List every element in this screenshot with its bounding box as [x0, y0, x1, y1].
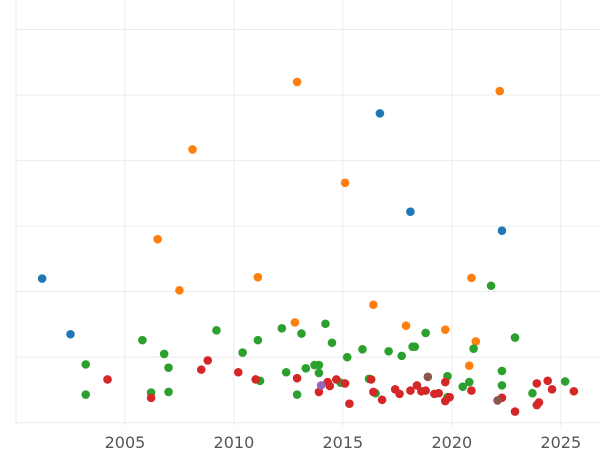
- x-tick-label-3: 2020: [431, 433, 472, 450]
- data-point-3-19: [412, 381, 422, 390]
- data-point-2-1: [81, 390, 91, 399]
- data-point-1-3: [253, 272, 263, 282]
- x-tick-label-4: 2025: [540, 433, 581, 450]
- y-gridlines: [16, 28, 600, 424]
- data-point-2-40: [528, 388, 537, 398]
- data-point-3-23: [434, 388, 444, 398]
- data-point-3-11: [340, 379, 350, 388]
- data-point-2-5: [164, 363, 173, 372]
- data-point-2-19: [321, 319, 330, 329]
- data-point-3-12: [345, 399, 354, 409]
- data-point-3-2: [196, 365, 206, 374]
- data-point-2-13: [292, 390, 302, 399]
- data-point-2-20: [327, 338, 337, 348]
- data-point-3-26: [445, 392, 454, 402]
- data-point-2-9: [253, 335, 263, 345]
- data-point-2-37: [497, 366, 507, 376]
- data-point-2-38: [497, 381, 507, 390]
- data-point-3-18: [406, 386, 415, 395]
- data-point-3-30: [532, 379, 542, 388]
- data-point-1-11: [467, 273, 476, 283]
- data-point-1-12: [471, 337, 481, 346]
- data-point-2-0: [81, 360, 91, 369]
- data-point-5-1: [493, 396, 502, 405]
- data-point-2-18: [314, 368, 324, 378]
- data-point-2-17: [314, 360, 324, 370]
- data-point-2-41: [560, 377, 570, 386]
- data-point-2-33: [458, 382, 468, 391]
- data-point-2-11: [277, 324, 287, 333]
- data-point-2-36: [486, 281, 496, 291]
- data-point-2-34: [464, 377, 474, 387]
- data-point-1-4: [290, 318, 300, 327]
- data-point-3-7: [314, 387, 324, 397]
- data-point-2-14: [297, 329, 306, 338]
- data-point-3-1: [146, 393, 156, 403]
- data-point-3-21: [421, 386, 430, 395]
- data-point-1-9: [440, 325, 450, 334]
- data-point-0-3: [406, 207, 415, 216]
- data-point-2-2: [138, 335, 147, 345]
- x-tick-label-1: 2010: [214, 433, 255, 450]
- data-point-3-33: [543, 376, 553, 386]
- data-points: [37, 77, 579, 416]
- data-point-1-0: [153, 234, 162, 244]
- data-point-2-4: [159, 349, 169, 359]
- data-point-1-1: [175, 286, 184, 295]
- data-point-3-34: [547, 384, 557, 394]
- data-point-2-15: [301, 364, 311, 373]
- data-point-3-4: [233, 367, 243, 377]
- data-point-1-5: [292, 77, 302, 87]
- data-point-3-13: [366, 375, 376, 384]
- data-point-3-9: [325, 381, 335, 391]
- data-point-1-6: [340, 178, 350, 188]
- data-point-3-3: [203, 356, 213, 365]
- data-point-1-10: [464, 361, 474, 371]
- data-point-3-10: [332, 375, 341, 384]
- data-point-2-8: [238, 348, 247, 357]
- data-point-0-2: [375, 109, 385, 118]
- data-point-3-5: [251, 375, 261, 384]
- data-point-2-29: [410, 342, 420, 351]
- data-point-5-0: [423, 372, 433, 382]
- data-point-3-29: [510, 407, 520, 416]
- data-point-3-6: [292, 373, 302, 383]
- data-point-3-0: [103, 375, 112, 384]
- data-point-1-7: [369, 300, 378, 310]
- data-point-1-2: [188, 145, 197, 154]
- x-gridlines: [15, 0, 562, 426]
- data-point-3-27: [467, 386, 476, 395]
- data-point-3-24: [440, 377, 450, 387]
- data-point-3-14: [369, 387, 378, 397]
- data-point-3-15: [377, 395, 387, 405]
- data-point-0-0: [37, 274, 47, 283]
- data-point-2-22: [342, 352, 352, 362]
- data-point-2-26: [384, 346, 393, 356]
- data-point-2-23: [358, 345, 367, 354]
- data-point-3-35: [569, 386, 579, 396]
- data-point-2-39: [510, 333, 520, 342]
- x-tick-labels: 2005 2010 2015 2020 2025: [105, 433, 582, 450]
- data-point-2-27: [397, 351, 407, 361]
- data-point-2-30: [421, 328, 430, 338]
- data-point-0-4: [497, 226, 507, 235]
- data-point-1-8: [401, 321, 411, 331]
- data-point-2-12: [281, 367, 291, 377]
- data-point-2-6: [164, 387, 173, 397]
- data-point-1-13: [495, 86, 505, 96]
- data-point-4-0: [316, 381, 326, 390]
- data-point-3-32: [534, 398, 544, 407]
- data-point-0-1: [66, 329, 75, 339]
- data-point-3-17: [395, 389, 404, 399]
- x-tick-label-2: 2015: [323, 433, 364, 450]
- data-point-2-7: [212, 326, 221, 335]
- data-point-2-35: [469, 344, 478, 353]
- x-tick-label-0: 2005: [105, 433, 146, 450]
